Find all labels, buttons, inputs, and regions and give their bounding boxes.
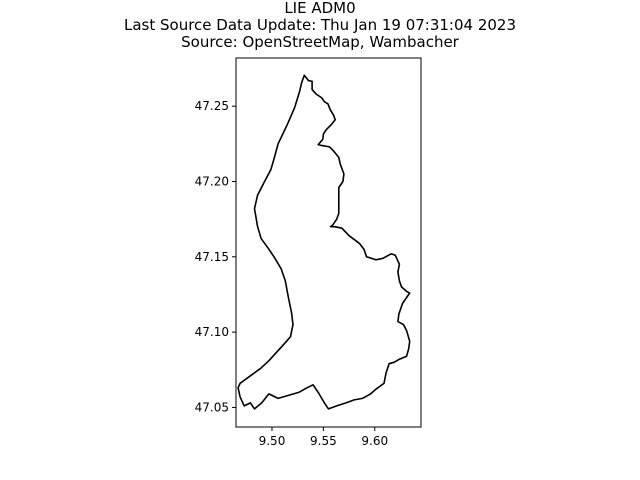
x-tick-label: 9.55 [310, 434, 337, 448]
x-tick-label: 9.50 [259, 434, 286, 448]
x-tick-label: 9.60 [361, 434, 388, 448]
y-tick-label: 47.10 [195, 325, 229, 339]
title-line-2: Last Source Data Update: Thu Jan 19 07:3… [123, 16, 517, 34]
y-tick-label: 47.20 [195, 175, 229, 189]
y-axis: 47.05 47.10 47.15 47.20 47.25 [195, 99, 236, 414]
axes-frame [235, 57, 422, 428]
title-line-3: Source: OpenStreetMap, Wambacher [181, 33, 459, 51]
y-tick-label: 47.25 [195, 99, 229, 113]
country-boundary [237, 74, 411, 410]
map-title: LIE ADM0 Last Source Data Update: Thu Ja… [0, 0, 640, 51]
x-axis: 9.50 9.55 9.60 [259, 427, 388, 448]
y-tick-label: 47.05 [195, 400, 229, 414]
title-line-1: LIE ADM0 [284, 0, 356, 17]
y-tick-label: 47.15 [195, 250, 229, 264]
